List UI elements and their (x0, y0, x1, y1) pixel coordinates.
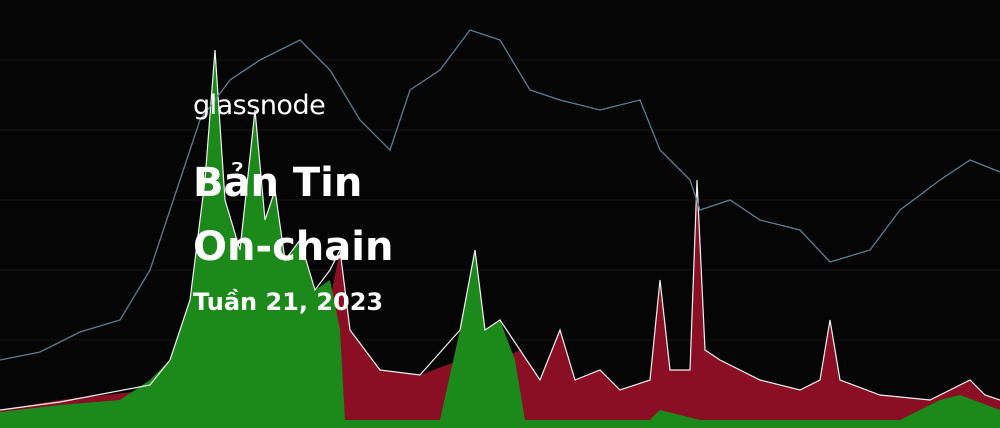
value-outline (0, 49, 1000, 411)
subtitle: Tuần 21, 2023 (193, 288, 384, 316)
title: On-chain (193, 224, 394, 270)
title: Bản Tin (193, 160, 363, 206)
green-area (0, 50, 1000, 428)
brand: glassnode (193, 90, 326, 121)
price-line (0, 29, 1000, 361)
grid (0, 59, 1000, 341)
